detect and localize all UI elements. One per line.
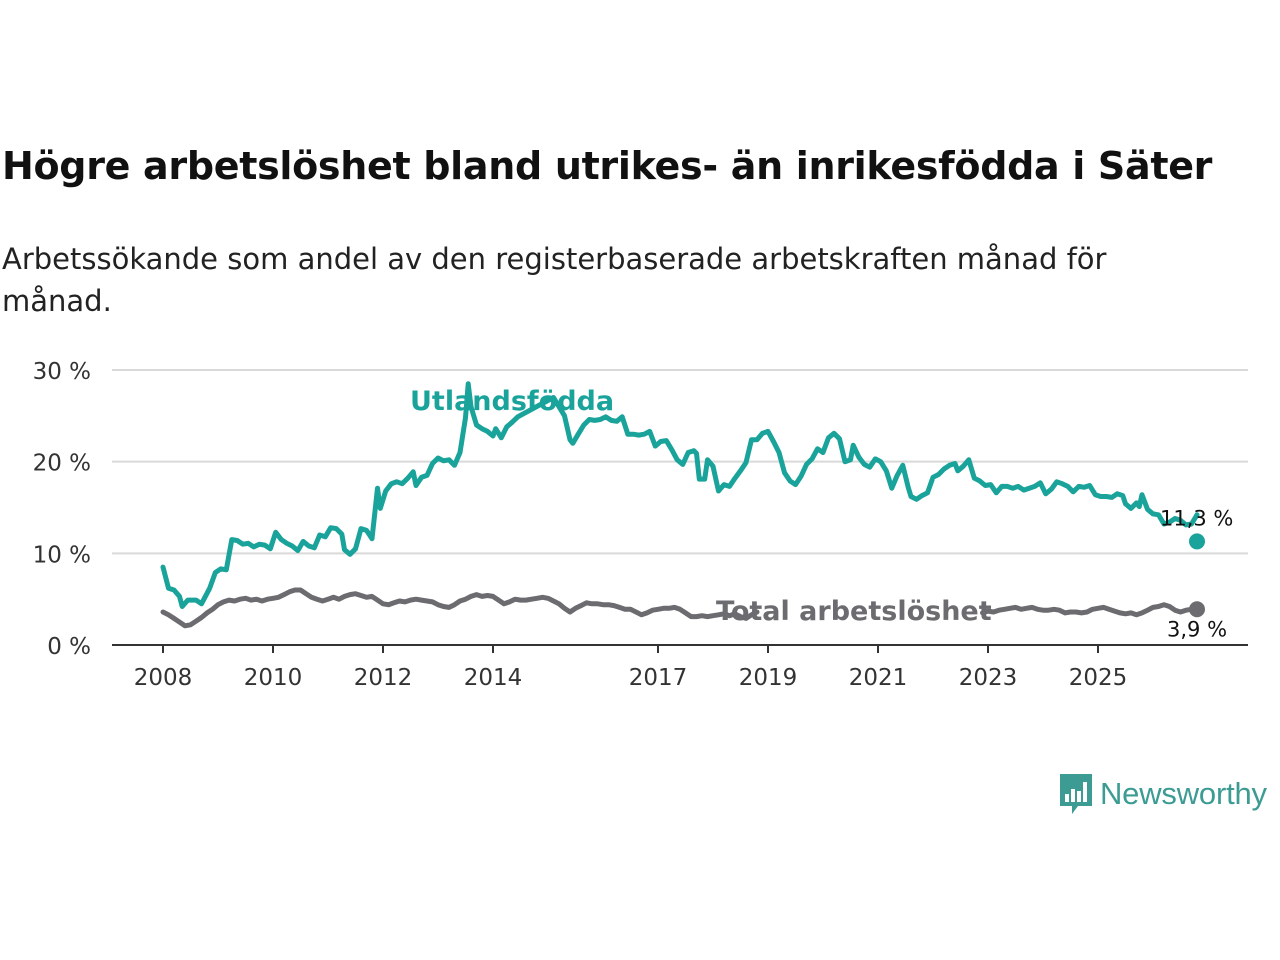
x-tick-label: 2021 bbox=[849, 665, 908, 691]
series-line-2 bbox=[980, 602, 1200, 618]
x-tick-label: 2012 bbox=[354, 665, 413, 691]
y-tick-label: 30 % bbox=[33, 359, 91, 385]
newsworthy-logo[interactable]: Newsworthy bbox=[1058, 772, 1267, 816]
bar-chart-speech-icon bbox=[1060, 774, 1092, 814]
x-tick-label: 2017 bbox=[629, 665, 688, 691]
chart-title: Högre arbetslöshet bland utrikes- än inr… bbox=[2, 144, 1213, 188]
chart-subtitle: Arbetssökande som andel av den registerb… bbox=[2, 242, 1107, 318]
x-tick-label: 2023 bbox=[959, 665, 1018, 691]
y-tick-label: 20 % bbox=[33, 451, 91, 477]
x-tick-label: 2019 bbox=[739, 665, 798, 691]
y-tick-label: 0 % bbox=[47, 634, 91, 660]
y-tick-label: 10 % bbox=[33, 542, 91, 568]
logo-text: Newsworthy bbox=[1100, 776, 1267, 811]
x-tick-label: 2008 bbox=[134, 665, 193, 691]
x-tick-label: 2014 bbox=[464, 665, 523, 691]
series-line-1 bbox=[160, 587, 760, 629]
end-label-foreign: 11,3 % bbox=[1160, 506, 1233, 530]
line-chart: 0 % 10 % 20 % 30 % 2008 2010 2012 2014 2017 2019 2… bbox=[33, 359, 1248, 691]
series-line-0 bbox=[160, 381, 1200, 609]
series-end-dot bbox=[1189, 601, 1205, 618]
series-end-dot bbox=[1189, 533, 1205, 550]
x-tick-label: 2025 bbox=[1069, 665, 1128, 691]
x-tick-label: 2010 bbox=[244, 665, 303, 691]
series-label-foreign: Utlandsfödda bbox=[410, 386, 614, 417]
end-label-total: 3,9 % bbox=[1167, 617, 1227, 641]
series-label-total: Total arbetslöshet bbox=[716, 596, 992, 627]
